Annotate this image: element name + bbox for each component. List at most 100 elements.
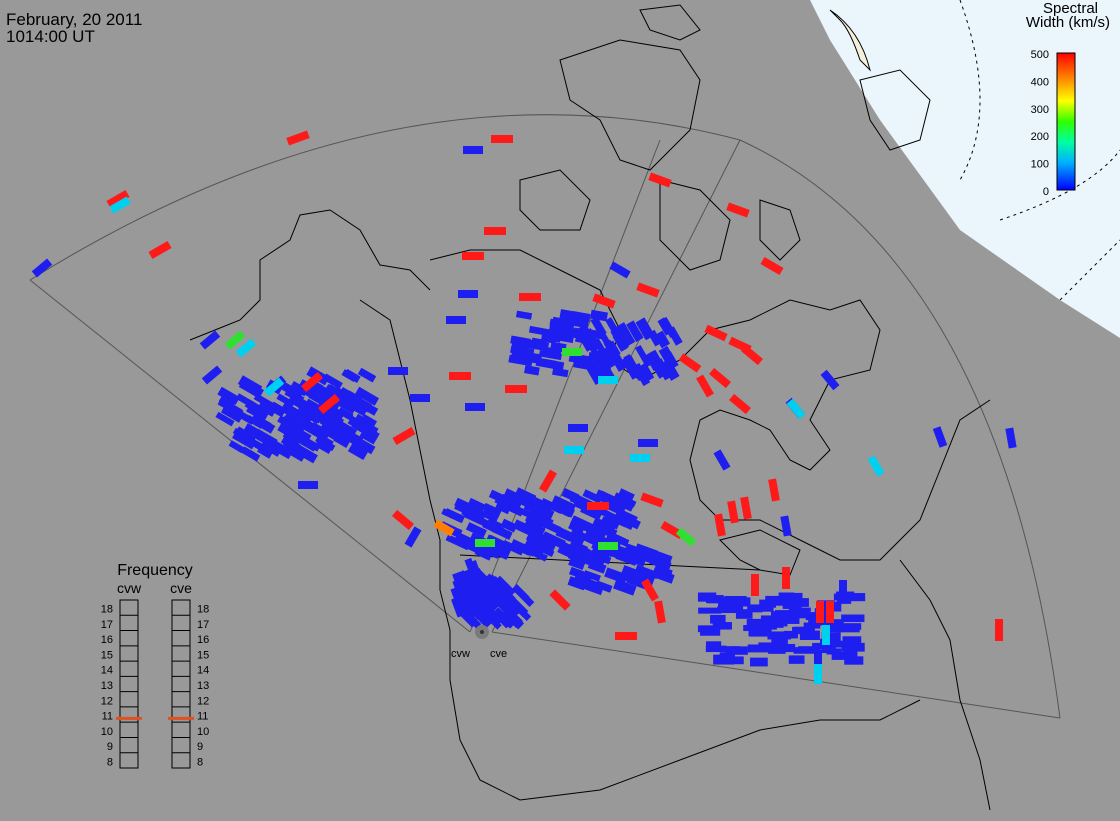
frequency-tick-label: 18 xyxy=(101,604,113,616)
backscatter-cell xyxy=(276,393,296,408)
backscatter-cell xyxy=(568,354,587,365)
backscatter-cell xyxy=(724,596,747,605)
backscatter-cell xyxy=(660,316,677,339)
backscatter-cell xyxy=(298,481,318,489)
backscatter-cell xyxy=(610,327,630,352)
backscatter-cells xyxy=(31,130,1017,684)
backscatter-cell xyxy=(727,500,739,524)
frequency-tick-label: 13 xyxy=(101,680,113,692)
backscatter-cell xyxy=(830,640,852,648)
backscatter-cell xyxy=(710,614,726,624)
backscatter-cell xyxy=(224,330,246,350)
backscatter-cell xyxy=(309,422,331,440)
backscatter-cell xyxy=(333,434,350,448)
backscatter-cell xyxy=(31,258,53,278)
backscatter-cell xyxy=(433,519,455,537)
backscatter-cell xyxy=(331,386,356,406)
backscatter-cell xyxy=(619,548,638,563)
backscatter-cell xyxy=(263,377,285,397)
backscatter-cell xyxy=(867,455,885,477)
backscatter-cell xyxy=(463,146,483,154)
backscatter-cell xyxy=(651,549,673,563)
backscatter-cell xyxy=(726,202,750,218)
backscatter-cell xyxy=(522,543,544,558)
backscatter-cell xyxy=(587,550,612,565)
backscatter-cell xyxy=(588,351,611,363)
backscatter-cell xyxy=(469,596,484,620)
backscatter-cell xyxy=(492,593,512,614)
backscatter-cell xyxy=(257,445,273,459)
backscatter-cell xyxy=(286,130,310,146)
backscatter-cell xyxy=(649,555,672,571)
backscatter-cell xyxy=(462,252,484,260)
backscatter-cell xyxy=(481,509,499,523)
backscatter-cell xyxy=(704,324,728,342)
colorbar-tick-label: 400 xyxy=(1031,76,1049,88)
backscatter-cell xyxy=(452,578,466,597)
backscatter-cell xyxy=(568,424,588,432)
frequency-panel: Frequency cvw cve 18 18 17 17 16 16 15 15 14 14 13… xyxy=(101,562,209,769)
backscatter-cell xyxy=(356,422,380,440)
backscatter-cell xyxy=(568,566,593,582)
backscatter-cell xyxy=(269,439,294,460)
backscatter-cell xyxy=(465,403,485,411)
backscatter-cell xyxy=(467,497,486,513)
backscatter-cell xyxy=(821,645,836,654)
backscatter-cell xyxy=(812,642,829,649)
backscatter-cell xyxy=(604,567,628,584)
frequency-tick-label: 17 xyxy=(101,619,113,631)
backscatter-cell xyxy=(215,411,235,427)
backscatter-cell xyxy=(675,527,697,547)
backscatter-cell xyxy=(524,519,546,535)
backscatter-cell xyxy=(814,664,822,684)
frequency-title: Frequency xyxy=(117,562,193,579)
backscatter-cell xyxy=(661,358,680,381)
backscatter-cell xyxy=(821,632,841,642)
backscatter-cell xyxy=(549,589,571,611)
backscatter-cell xyxy=(843,614,859,622)
date-label: February, 20 2011 xyxy=(6,10,142,29)
backscatter-cell xyxy=(626,320,644,342)
backscatter-cell xyxy=(760,257,784,275)
backscatter-cell xyxy=(148,241,172,259)
backscatter-cell xyxy=(458,290,478,298)
backscatter-cell xyxy=(592,293,616,309)
backscatter-cell xyxy=(491,135,513,143)
backscatter-cell xyxy=(277,421,303,442)
backscatter-cell xyxy=(235,338,257,358)
backscatter-cell xyxy=(343,369,361,384)
backscatter-cell xyxy=(451,596,466,618)
backscatter-cell xyxy=(528,495,552,512)
backscatter-cell xyxy=(500,518,518,533)
backscatter-cell xyxy=(218,395,236,410)
backscatter-cell xyxy=(765,595,789,606)
colorbar-subtitle: Width (km/s) xyxy=(1026,14,1110,31)
backscatter-cell xyxy=(618,515,636,530)
backscatter-cell xyxy=(562,348,582,356)
backscatter-cell xyxy=(842,636,862,644)
backscatter-cell xyxy=(621,570,638,583)
backscatter-cell xyxy=(463,503,486,518)
frequency-col-cve: cve xyxy=(170,580,192,596)
backscatter-cell xyxy=(455,531,478,548)
backscatter-cell xyxy=(237,375,263,396)
backscatter-cell xyxy=(359,430,377,445)
backscatter-cell xyxy=(621,565,647,581)
backscatter-cell xyxy=(663,351,679,369)
colorbar-title: Spectral xyxy=(1043,0,1098,17)
colorbar-tick-label: 0 xyxy=(1043,186,1049,198)
backscatter-cell xyxy=(641,578,659,602)
backscatter-cell xyxy=(537,538,556,553)
backscatter-cell xyxy=(826,601,834,623)
backscatter-cell xyxy=(513,586,535,607)
backscatter-cell xyxy=(282,438,303,453)
colorbar-gradient xyxy=(1056,52,1076,191)
frequency-tick-label: 8 xyxy=(197,756,203,768)
frequency-tick-label: 10 xyxy=(197,726,209,738)
backscatter-cell xyxy=(788,607,811,615)
radar-label-cvw: cvw xyxy=(451,648,470,660)
frequency-bar-cve xyxy=(171,599,191,769)
backscatter-cell xyxy=(634,543,658,558)
backscatter-cell xyxy=(751,574,759,596)
backscatter-cell xyxy=(243,423,262,439)
